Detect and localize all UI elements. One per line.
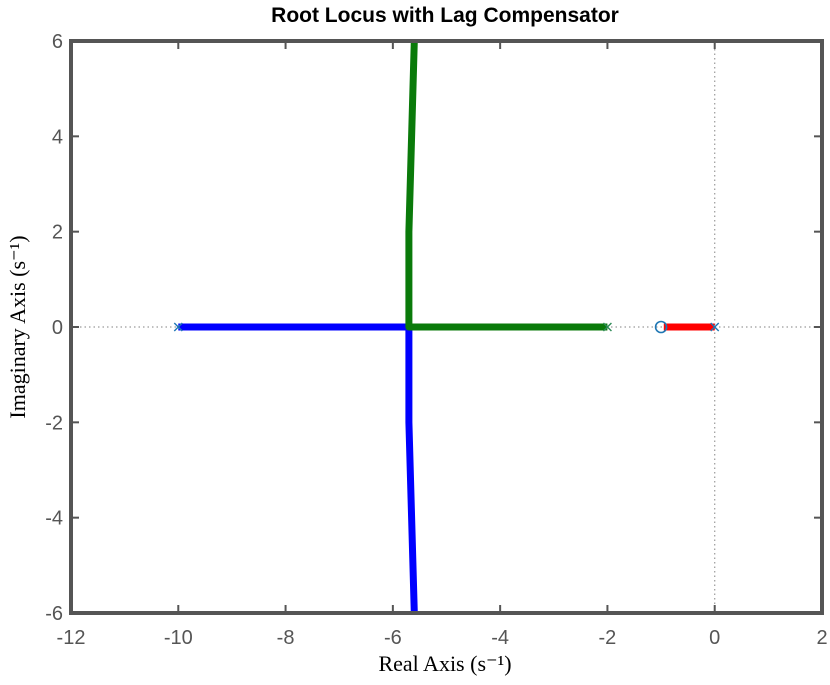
y-tick-label: -6 xyxy=(45,603,63,625)
x-tick-label: -6 xyxy=(384,627,402,649)
y-tick-label: 6 xyxy=(52,31,63,53)
x-tick-label: -10 xyxy=(164,627,193,649)
pole-stroke xyxy=(710,322,720,332)
x-tick-label: -12 xyxy=(57,627,86,649)
x-tick-label: -2 xyxy=(599,627,617,649)
tick-labels: -12 -10 -8 -6 -4 -2 0 2 -6 -4 -2 0 2 4 6 xyxy=(45,31,827,649)
locus-branch-1 xyxy=(178,323,418,614)
chart-title: Root Locus with Lag Compensator xyxy=(271,4,619,27)
y-tick-label: -4 xyxy=(45,508,63,530)
x-tick-label: 2 xyxy=(816,627,827,649)
pole-stroke xyxy=(173,322,183,332)
y-axis-label: Imaginary Axis (s⁻¹) xyxy=(5,235,30,418)
y-tick-label: 4 xyxy=(52,126,63,148)
pole-marker-3 xyxy=(710,322,720,332)
x-tick-label: -4 xyxy=(491,627,509,649)
x-axis-label: Real Axis (s⁻¹) xyxy=(378,651,511,676)
y-tick-label: 2 xyxy=(52,222,63,244)
y-tick-label: 0 xyxy=(52,317,63,339)
y-tick-label: -2 xyxy=(45,412,63,434)
x-tick-label: 0 xyxy=(709,627,720,649)
pole-stroke xyxy=(602,322,612,332)
zero-marker-1 xyxy=(654,320,668,334)
pole-marker-1 xyxy=(173,322,183,332)
x-tick-label: -8 xyxy=(277,627,295,649)
locus-branch-2 xyxy=(405,40,608,331)
plot-area xyxy=(69,39,824,615)
pole-marker-2 xyxy=(602,322,612,332)
